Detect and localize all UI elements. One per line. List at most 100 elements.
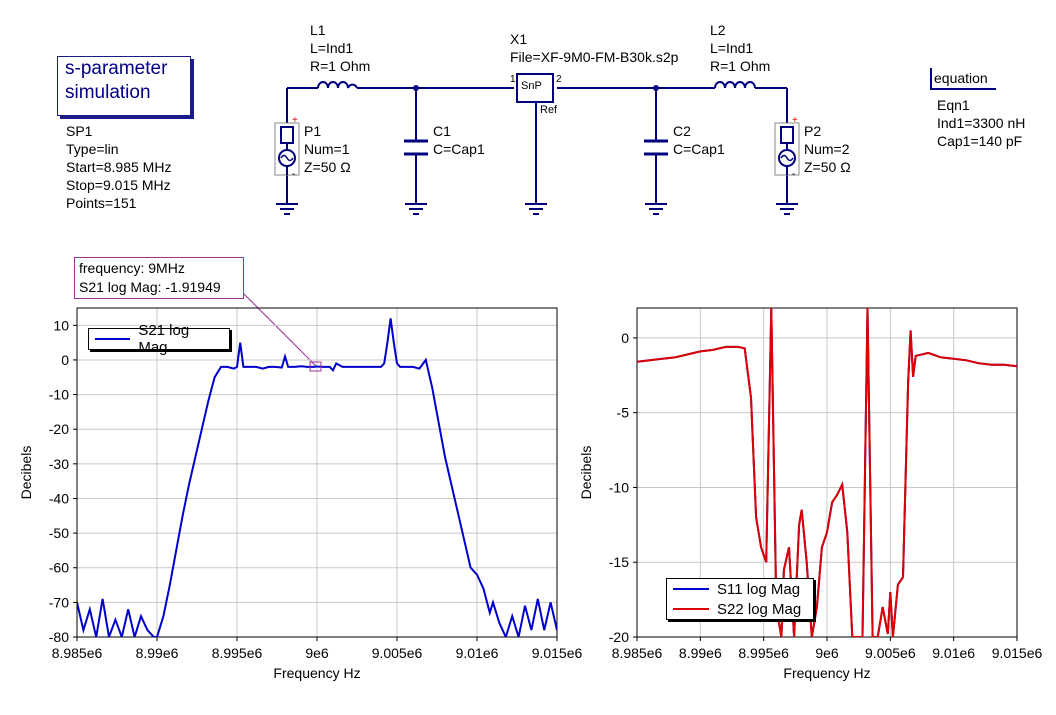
legend-swatch-s11 — [673, 588, 709, 590]
marker-leader-line — [243, 293, 317, 367]
C2-name: C2 — [673, 123, 691, 139]
x-tick-label: 9.01e6 — [456, 645, 499, 661]
ground-symbols — [276, 203, 798, 215]
marker-value: S21 log Mag: -1.91949 — [79, 279, 221, 295]
C1-capacitance: C=Cap1 — [433, 141, 485, 157]
x-axis-label: Frequency Hz — [783, 665, 870, 681]
y-tick-label: 10 — [53, 317, 69, 333]
y-tick-label: -40 — [49, 490, 69, 506]
y-tick-label: 0 — [61, 352, 69, 368]
x-tick-label: 8.995e6 — [738, 645, 789, 661]
sim-title-line2: simulation — [65, 82, 151, 103]
svg-text:+: + — [292, 115, 298, 126]
y-tick-label: -60 — [49, 560, 69, 576]
sim-points: Points=151 — [66, 195, 137, 211]
P1-name: P1 — [304, 123, 322, 139]
sim-name: SP1 — [66, 123, 93, 139]
series-line-s22-log-mag — [637, 308, 1017, 637]
L2-resistance: R=1 Ohm — [710, 58, 771, 74]
x-axis-label: Frequency Hz — [273, 665, 360, 681]
s11-s22-chart[interactable]: 8.985e6 8.99e6 8.995e6 9e6 9.005e6 9.01e6 9.01… — [578, 307, 1043, 681]
L2-inductance: L=Ind1 — [710, 40, 754, 56]
x-tick-label: 9.005e6 — [372, 645, 423, 661]
y-tick-label: -70 — [49, 594, 69, 610]
P2-num: Num=2 — [804, 141, 850, 157]
inductor-L1 — [317, 81, 358, 89]
sim-title-line1: s-parameter — [65, 58, 168, 79]
y-tick-label: -50 — [49, 525, 69, 541]
svg-text:-: - — [292, 169, 295, 180]
capacitor-C1 — [404, 139, 428, 156]
legend-label-s21: S21 log Mag — [138, 322, 190, 356]
legend-item-s11: S11 log Mag — [667, 579, 813, 599]
P2-impedance: Z=50 Ω — [804, 159, 851, 175]
equation-bar — [930, 68, 932, 88]
marker-readout[interactable]: frequency: 9MHz S21 log Mag: -1.91949 — [74, 257, 244, 299]
legend-label-s22: S22 log Mag — [717, 600, 802, 618]
y-tick-label: -15 — [609, 554, 629, 570]
y-tick-label: -20 — [609, 629, 629, 645]
series-line-s21-log-mag — [77, 318, 557, 637]
y-tick-label: -10 — [49, 387, 69, 403]
port-P1-symbol: + - — [274, 115, 300, 180]
s21-chart[interactable]: 8.985e6 8.99e6 8.995e6 9e6 9.005e6 9.01e6 9.01… — [18, 307, 583, 681]
x-tick-label: 8.99e6 — [679, 645, 722, 661]
schematic-drawing: + - + - — [274, 73, 800, 215]
x-tick-label: 8.99e6 — [136, 645, 179, 661]
equation-cap: Cap1=140 pF — [937, 133, 1023, 149]
inductor-L2 — [714, 81, 756, 89]
svg-text:+: + — [792, 115, 798, 126]
x-tick-label: 9.005e6 — [865, 645, 916, 661]
y-axis-label: Decibels — [578, 446, 594, 500]
P1-impedance: Z=50 Ω — [304, 159, 351, 175]
legend-swatch-s22 — [673, 608, 709, 610]
sim-type: Type=lin — [66, 141, 119, 157]
L1-resistance: R=1 Ohm — [310, 58, 371, 74]
x-tick-label: 9.015e6 — [532, 645, 583, 661]
X1-file: File=XF-9M0-FM-B30k.s2p — [510, 49, 679, 65]
y-tick-label: -10 — [609, 479, 629, 495]
L1-inductance: L=Ind1 — [310, 40, 354, 56]
y-axis-label: Decibels — [18, 446, 34, 500]
C2-capacitance: C=Cap1 — [673, 141, 725, 157]
capacitor-C2 — [644, 139, 668, 156]
s21-legend[interactable]: S21 log Mag — [88, 322, 230, 356]
sim-start: Start=8.985 MHz — [66, 159, 172, 175]
legend-item-s22: S22 log Mag — [667, 599, 813, 619]
L2-name: L2 — [710, 22, 726, 38]
plot-frame — [636, 307, 1018, 638]
P1-num: Num=1 — [304, 141, 350, 157]
x-tick-label: 9.015e6 — [992, 645, 1043, 661]
x-tick-label: 9e6 — [305, 645, 329, 661]
marker-point-box — [309, 361, 322, 372]
equation-ind: Ind1=3300 nH — [937, 115, 1026, 131]
equation-block[interactable]: equation — [930, 68, 996, 90]
y-tick-label: -80 — [49, 629, 69, 645]
X1-symbol: SnP — [521, 80, 542, 92]
s11-s22-legend[interactable]: S11 log Mag S22 log Mag — [666, 578, 814, 620]
x-tick-label: 8.985e6 — [52, 645, 103, 661]
P2-name: P2 — [804, 123, 822, 139]
x-tick-label: 9e6 — [815, 645, 839, 661]
svg-text:-: - — [792, 169, 795, 180]
legend-label-s11: S11 log Mag — [717, 580, 801, 598]
L1-name: L1 — [310, 22, 326, 38]
C1-name: C1 — [433, 123, 451, 139]
snp-block-X1 — [516, 73, 554, 103]
y-tick-label: -20 — [49, 421, 69, 437]
y-tick-label: -30 — [49, 456, 69, 472]
X1-pin1: 1 — [510, 74, 516, 85]
X1-pin2: 2 — [556, 74, 562, 85]
sparam-simulation-block[interactable]: s-parameter simulation — [57, 56, 191, 116]
y-tick-label: 0 — [621, 330, 629, 346]
sim-stop: Stop=9.015 MHz — [66, 177, 171, 193]
legend-swatch-s21 — [95, 338, 131, 340]
equation-underline — [930, 88, 996, 90]
x-tick-label: 9.01e6 — [932, 645, 975, 661]
x-tick-label: 8.995e6 — [212, 645, 263, 661]
legend-item-s21: S21 log Mag — [89, 322, 229, 356]
y-tick-label: -5 — [617, 405, 630, 421]
port-P2-symbol: + - — [774, 115, 800, 180]
